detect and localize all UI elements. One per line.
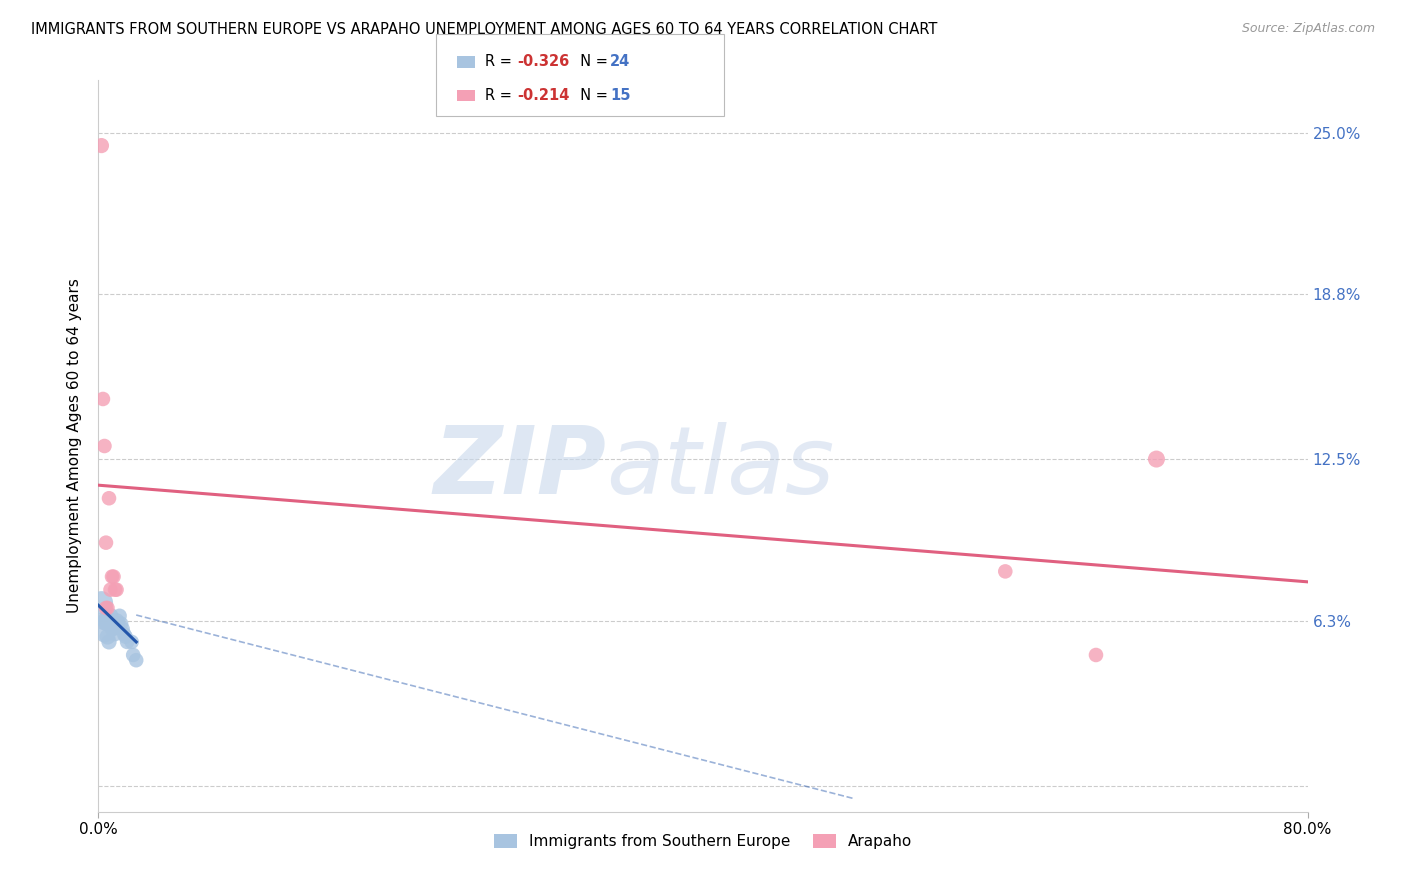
Point [98,635,121,649]
Point [93,439,115,453]
Text: N =: N = [571,88,613,103]
Point [121,635,143,649]
Point [105,614,128,628]
Point [108,608,131,623]
Point [103,569,125,583]
Text: 24: 24 [610,54,630,70]
Text: N =: N = [571,54,613,70]
Point [90,138,112,153]
Point [125,653,148,667]
Point [98,491,121,506]
Point [94,614,117,628]
Point [100,608,122,623]
Text: R =: R = [485,88,516,103]
Point [114,630,136,644]
Point [93,614,115,628]
Point [112,627,135,641]
Point [105,582,128,597]
Point [90,596,112,610]
Point [107,616,129,631]
Point [103,622,125,636]
Text: R =: R = [485,54,516,70]
Point [994,565,1017,579]
Point [101,569,124,583]
Point [91,392,114,406]
Text: -0.326: -0.326 [517,54,569,70]
Point [94,601,117,615]
Legend: Immigrants from Southern Europe, Arapaho: Immigrants from Southern Europe, Arapaho [488,828,918,855]
Point [96,601,118,615]
Point [101,622,124,636]
Text: 15: 15 [610,88,631,103]
Point [93,627,115,641]
Point [94,535,117,549]
Y-axis label: Unemployment Among Ages 60 to 64 years: Unemployment Among Ages 60 to 64 years [67,278,83,614]
Point [96,630,118,644]
Point [103,616,125,631]
Point [100,582,122,597]
Point [122,648,145,662]
Text: Source: ZipAtlas.com: Source: ZipAtlas.com [1241,22,1375,36]
Point [96,614,118,628]
Text: -0.214: -0.214 [517,88,569,103]
Point [101,614,124,628]
Point [1085,648,1108,662]
Point [1144,452,1167,467]
Point [110,616,132,631]
Point [104,627,127,641]
Text: IMMIGRANTS FROM SOUTHERN EUROPE VS ARAPAHO UNEMPLOYMENT AMONG AGES 60 TO 64 YEAR: IMMIGRANTS FROM SOUTHERN EUROPE VS ARAPA… [31,22,938,37]
Point [111,622,134,636]
Point [115,635,138,649]
Point [104,582,127,597]
Text: atlas: atlas [606,423,835,514]
Text: ZIP: ZIP [433,422,606,514]
